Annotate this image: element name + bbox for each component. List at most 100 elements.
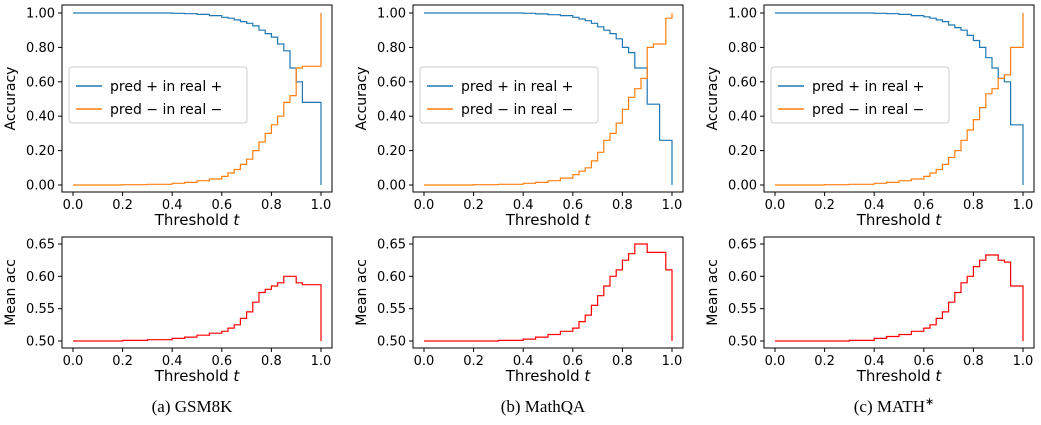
y-axis-label: Mean acc [705,259,721,326]
x-tick-label: 0.8 [963,354,984,369]
x-axis-label: Threshold t [154,367,241,385]
y-tick-label: 0.80 [377,41,406,56]
plot-frame [61,236,333,349]
x-axis-label: Threshold t [154,211,241,229]
x-tick-label: 1.0 [311,198,332,213]
plot-frame [763,4,1035,193]
y-tick-label: 0.65 [728,238,757,253]
panel-caption: (a) GSM8K [152,397,233,416]
y-tick-label: 0.80 [728,41,757,56]
series-line-pred-pos [424,12,673,185]
y-tick-label: 0.55 [728,302,757,317]
y-tick-label: 0.65 [377,238,406,253]
xlabel-text: Threshold [505,367,585,385]
y-tick-label: 0.60 [728,75,757,90]
y-tick-label: 0.60 [26,75,55,90]
x-tick-label: 0.0 [765,354,786,369]
x-tick-label: 0.0 [63,198,84,213]
panel-2: 0.0 0.2 0.4 0.6 0.8 1.0 0.00 0.20 0.40 0.60 0.80 1.… [354,4,684,416]
x-tick-label: 0.6 [562,354,583,369]
plot-frame [412,4,684,193]
y-tick-label: 0.80 [26,41,55,56]
panel-caption: (c) MATH∗ [854,396,935,416]
xlabel-text: Threshold [154,211,234,229]
xlabel-var: t [584,367,591,385]
legend-label-pos: pred + in real + [812,79,924,95]
mean-acc-plot: 0.0 0.2 0.4 0.6 0.8 1.0 0.50 0.55 0.60 0.65 Thresh… [705,236,1035,385]
accuracy-plot: 0.0 0.2 0.4 0.6 0.8 1.0 0.00 0.20 0.40 0.60 0.80 1.… [3,4,333,229]
panel-caption: (b) MathQA [501,397,586,416]
y-tick-label: 0.65 [26,238,55,253]
x-tick-label: 0.4 [513,198,534,213]
x-tick-label: 0.6 [211,198,232,213]
legend-label-neg: pred − in real − [461,102,573,118]
xlabel-text: Threshold [856,367,936,385]
y-tick-label: 0.60 [377,75,406,90]
series-line-pred-neg [424,13,673,186]
mean-acc-plot: 0.0 0.2 0.4 0.6 0.8 1.0 0.50 0.55 0.60 0.65 Thresh… [354,236,684,385]
x-tick-label: 0.8 [612,198,633,213]
x-tick-label: 0.2 [814,198,835,213]
y-tick-label: 0.60 [377,270,406,285]
series-line-mean-acc [424,243,673,342]
x-tick-label: 0.8 [963,198,984,213]
accuracy-plot: 0.0 0.2 0.4 0.6 0.8 1.0 0.00 0.20 0.40 0.60 0.80 1.… [705,4,1035,229]
x-tick-label: 0.2 [112,198,133,213]
x-tick-label: 0.0 [414,354,435,369]
xlabel-text: Threshold [856,211,936,229]
y-axis-label: Mean acc [354,259,370,326]
y-axis-label: Mean acc [3,259,19,326]
y-tick-label: 0.20 [26,144,55,159]
y-tick-label: 0.55 [26,302,55,317]
x-tick-label: 1.0 [311,354,332,369]
plot-frame [61,4,333,193]
y-tick-label: 0.00 [728,179,757,194]
y-tick-label: 1.00 [377,7,406,22]
x-tick-label: 1.0 [662,354,683,369]
xlabel-var: t [233,211,240,229]
legend: pred + in real + pred − in real − [419,66,599,124]
x-tick-label: 0.8 [612,354,633,369]
y-axis-label: Accuracy [3,67,19,131]
y-tick-label: 0.60 [26,270,55,285]
x-axis-label: Threshold t [856,367,943,385]
x-tick-label: 0.6 [913,354,934,369]
series-line-mean-acc [775,254,1024,342]
xlabel-var: t [233,367,240,385]
series-line-pred-neg [73,13,322,186]
xlabel-text: Threshold [154,367,234,385]
y-tick-label: 0.40 [728,110,757,125]
series-line-mean-acc [73,275,322,342]
y-axis-label: Accuracy [354,67,370,131]
caption-text: (c) MATH [854,397,925,416]
y-tick-label: 0.20 [377,144,406,159]
y-tick-label: 0.40 [26,110,55,125]
x-tick-label: 0.6 [562,198,583,213]
x-axis-label: Threshold t [505,211,592,229]
y-tick-label: 1.00 [26,7,55,22]
x-tick-label: 0.4 [162,198,183,213]
y-tick-label: 0.40 [377,110,406,125]
x-axis-label: Threshold t [505,367,592,385]
y-tick-label: 0.50 [728,335,757,350]
legend-label-neg: pred − in real − [812,102,924,118]
panel-3: 0.0 0.2 0.4 0.6 0.8 1.0 0.00 0.20 0.40 0.60 0.80 1.… [705,4,1035,416]
caption-superscript: ∗ [925,396,934,408]
xlabel-text: Threshold [505,211,585,229]
y-tick-label: 0.50 [26,335,55,350]
xlabel-var: t [584,211,591,229]
y-tick-label: 0.55 [377,302,406,317]
legend-box [770,66,950,124]
x-tick-label: 0.4 [513,354,534,369]
series-line-pred-neg [775,13,1024,186]
x-tick-label: 0.0 [63,354,84,369]
y-tick-label: 0.50 [377,335,406,350]
x-tick-label: 0.8 [261,198,282,213]
x-tick-label: 0.6 [913,198,934,213]
x-tick-label: 1.0 [1013,354,1034,369]
legend-label-neg: pred − in real − [110,102,222,118]
xlabel-var: t [935,211,942,229]
x-tick-label: 0.4 [864,354,885,369]
x-tick-label: 0.8 [261,354,282,369]
